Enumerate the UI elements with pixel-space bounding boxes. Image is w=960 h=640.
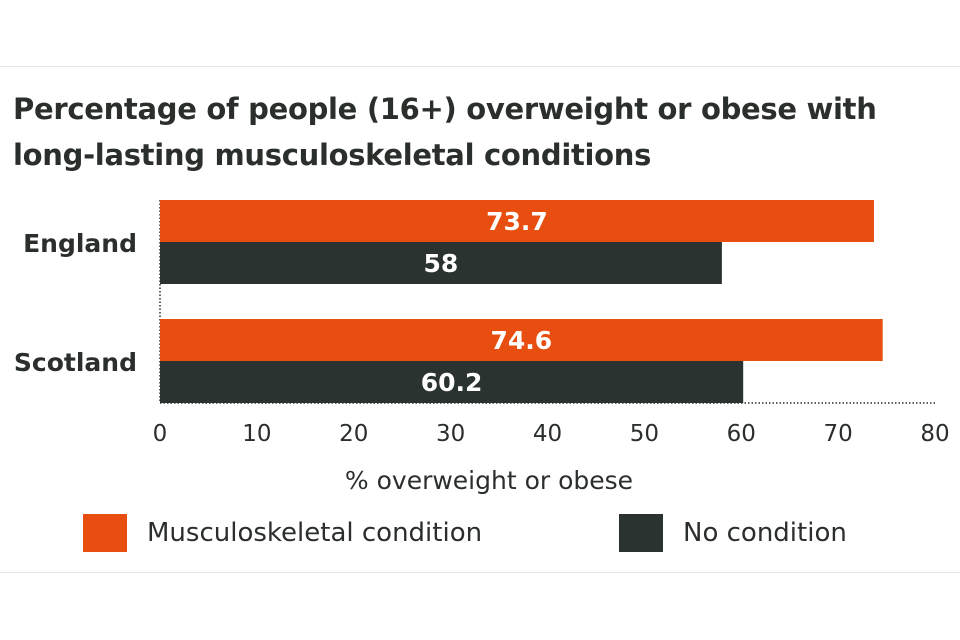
- bar-england-musculoskeletal-condition: [160, 200, 874, 242]
- bar-scotland-musculoskeletal-condition: [160, 319, 883, 361]
- bottom-divider: [0, 572, 960, 573]
- legend-swatch-no-condition: [619, 514, 663, 552]
- x-tick-label-30: 30: [436, 421, 465, 447]
- bar-scotland-no-condition: [160, 361, 744, 403]
- data-label-england-musculoskeletal-condition: 73.7: [486, 207, 548, 236]
- x-tick-label-20: 20: [339, 421, 368, 447]
- chart-title: Percentage of people (16+) overweight or…: [13, 92, 877, 172]
- x-tick-label-0: 0: [153, 421, 168, 447]
- category-label-scotland: Scotland: [14, 348, 137, 377]
- x-tick-label-80: 80: [920, 421, 949, 447]
- legend-label-no-condition: No condition: [683, 518, 847, 548]
- bar-england-no-condition: [160, 242, 722, 284]
- data-label-scotland-musculoskeletal-condition: 74.6: [491, 326, 553, 355]
- legend-swatch-musculoskeletal: [83, 514, 127, 552]
- top-divider: [0, 66, 960, 67]
- x-tick-label-70: 70: [823, 421, 852, 447]
- x-tick-label-50: 50: [630, 421, 659, 447]
- x-tick-label-40: 40: [533, 421, 562, 447]
- x-axis-title: % overweight or obese: [345, 466, 633, 495]
- legend-label-musculoskeletal: Musculoskeletal condition: [147, 518, 483, 548]
- legend-item-musculoskeletal: Musculoskeletal condition: [83, 514, 482, 552]
- legend-item-no-condition: No condition: [619, 514, 847, 552]
- x-tick-label-60: 60: [727, 421, 756, 447]
- category-label-england: England: [23, 229, 137, 258]
- data-label-england-no-condition: 58: [424, 249, 459, 278]
- data-label-scotland-no-condition: 60.2: [421, 368, 483, 397]
- x-tick-label-10: 10: [242, 421, 271, 447]
- legend: Musculoskeletal condition No condition: [0, 514, 960, 554]
